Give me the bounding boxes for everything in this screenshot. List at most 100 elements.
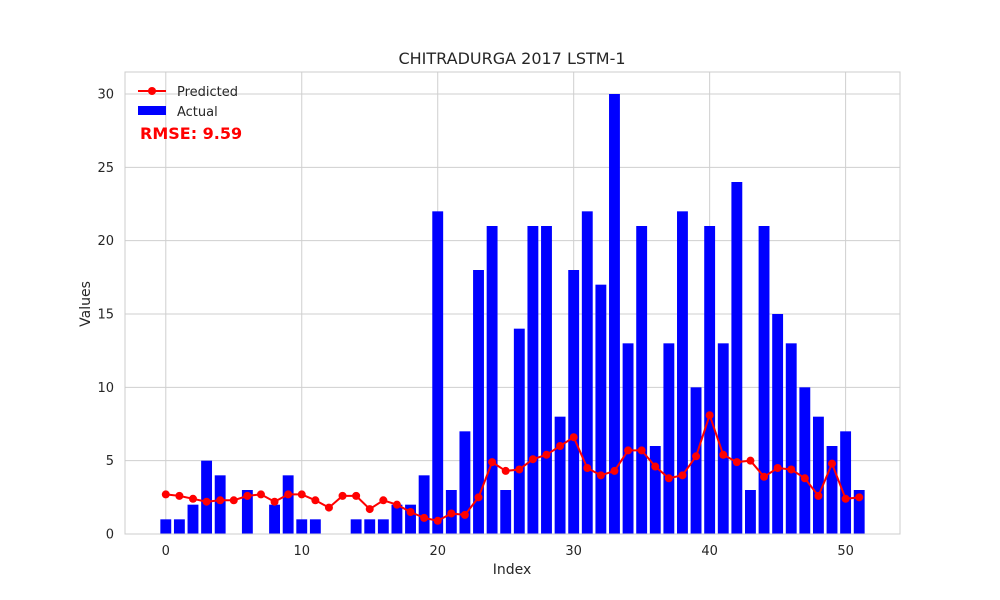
predicted-point (855, 493, 864, 502)
bar-actual (364, 519, 376, 534)
actual-bars (160, 94, 865, 535)
predicted-point (216, 496, 225, 505)
y-axis-label: Values (78, 281, 94, 327)
predicted-point (828, 459, 837, 468)
bar-actual (704, 226, 716, 534)
predicted-line (161, 411, 864, 525)
y-tick-label: 25 (97, 161, 114, 176)
bar-actual (418, 475, 430, 534)
predicted-point (379, 496, 388, 505)
predicted-point (338, 491, 347, 500)
chart-title: CHITRADURGA 2017 LSTM-1 (398, 49, 625, 68)
predicted-point (814, 491, 823, 500)
predicted-point (488, 458, 497, 467)
y-tick-label: 5 (106, 454, 114, 469)
legend-actual-label: Actual (177, 105, 218, 120)
predicted-point (311, 496, 320, 505)
predicted-point (392, 500, 401, 509)
bar-actual (663, 343, 675, 534)
predicted-point (542, 450, 551, 459)
bar-actual (282, 475, 294, 534)
bar-actual (187, 504, 199, 534)
predicted-point (596, 471, 605, 480)
bar-actual (309, 519, 321, 534)
predicted-point (188, 494, 197, 503)
predicted-point (365, 505, 374, 514)
predicted-point (515, 465, 524, 474)
predicted-point (420, 513, 429, 522)
y-tick-label: 20 (97, 234, 114, 249)
bar-actual (269, 504, 280, 534)
predicted-point (678, 471, 687, 480)
predicted-point (664, 474, 673, 483)
bar-actual (554, 416, 566, 534)
x-tick-label: 30 (565, 544, 582, 559)
predicted-point (583, 464, 592, 472)
bar-actual (690, 387, 702, 534)
bar-actual (677, 211, 688, 535)
predicted-point (175, 491, 184, 500)
bar-actual (432, 211, 444, 535)
bar-actual (758, 226, 770, 534)
bar-actual (459, 431, 471, 534)
bar-actual (636, 226, 648, 534)
bar-actual (160, 519, 172, 534)
bar-actual (500, 490, 512, 534)
predicted-series-line (165, 414, 860, 522)
bar-actual (609, 94, 620, 534)
predicted-point (569, 433, 578, 442)
bar-actual (840, 431, 852, 534)
x-tick-label: 20 (429, 544, 446, 559)
predicted-point (202, 497, 211, 506)
predicted-point (692, 452, 701, 461)
predicted-point (773, 464, 782, 472)
bar-actual (785, 343, 797, 534)
bar-actual (214, 475, 226, 534)
y-tick-labels: 0 5 10 15 20 25 30 (97, 88, 114, 543)
bar-actual (350, 519, 362, 534)
y-tick-label: 15 (97, 308, 114, 323)
predicted-point (352, 491, 361, 500)
x-tick-label: 10 (293, 544, 310, 559)
bar-actual (622, 343, 634, 534)
y-tick-label: 0 (106, 528, 114, 543)
legend: Predicted Actual (138, 85, 238, 120)
bar-actual (595, 284, 607, 534)
predicted-point (637, 446, 646, 455)
predicted-point (270, 497, 279, 506)
predicted-point (161, 490, 170, 499)
y-tick-label: 10 (97, 381, 114, 396)
bar-actual (486, 226, 498, 534)
bar-actual (799, 387, 811, 534)
predicted-point (324, 503, 333, 512)
predicted-point (800, 474, 809, 483)
predicted-point (447, 509, 456, 518)
predicted-point (433, 516, 442, 525)
bar-actual (826, 446, 838, 534)
predicted-point (746, 456, 755, 465)
predicted-point (501, 466, 510, 475)
predicted-point (297, 490, 306, 499)
bar-actual (731, 182, 743, 534)
predicted-point (719, 450, 728, 459)
predicted-point (528, 455, 537, 464)
bar-actual (772, 314, 784, 534)
legend-predicted-label: Predicted (177, 85, 238, 100)
x-axis-label: Index (493, 562, 532, 578)
bar-actual (581, 211, 593, 535)
x-tick-labels: 0 10 20 30 40 50 (162, 544, 854, 559)
bar-actual (513, 328, 525, 534)
predicted-point (284, 490, 293, 499)
predicted-point (787, 465, 796, 474)
x-tick-label: 40 (701, 544, 718, 559)
bar-actual (173, 519, 185, 534)
predicted-point (841, 494, 850, 503)
predicted-point (406, 508, 415, 516)
x-tick-label: 50 (837, 544, 854, 559)
bar-actual (853, 490, 865, 534)
rmse-annotation: RMSE: 9.59 (140, 124, 242, 143)
legend-predicted-marker-icon (148, 87, 156, 95)
predicted-point (556, 442, 565, 450)
bar-actual (812, 416, 824, 534)
